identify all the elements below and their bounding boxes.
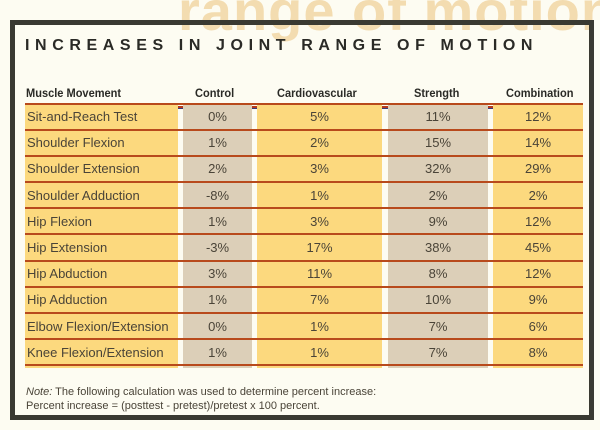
column-bg-label <box>25 104 178 368</box>
header-strength: Strength <box>414 86 460 100</box>
cell-control: 2% <box>208 161 227 177</box>
table-row: Shoulder Adduction -8% 1% 2% 2% <box>25 183 583 209</box>
cell-cardiovascular: 3% <box>310 161 329 177</box>
footnote: Note: The following calculation was used… <box>26 385 376 413</box>
table-row: Hip Extension -3% 17% 38% 45% <box>25 235 583 261</box>
cell-label: Shoulder Extension <box>27 161 140 177</box>
cell-combination: 45% <box>524 240 552 255</box>
table-row: Hip Adduction 1% 7% 10% 9% <box>25 287 583 313</box>
cell-combination: 6% <box>528 318 548 334</box>
cell-control: 0% <box>208 318 227 334</box>
cell-label: Hip Abduction <box>27 266 108 282</box>
table-row: Hip Abduction 3% 11% 8% 12% <box>25 261 583 287</box>
row-rule <box>25 233 583 236</box>
cell-strength: 7% <box>428 344 448 360</box>
row-rule <box>25 364 583 367</box>
cell-cardiovascular: 11% <box>306 266 333 282</box>
cell-combination: 29% <box>524 161 552 177</box>
cell-cardiovascular: 17% <box>306 240 333 255</box>
table-row: Knee Flexion/Extension 1% 1% 7% 8% <box>25 340 583 366</box>
cell-control: 1% <box>208 292 227 308</box>
row-rule <box>25 259 583 262</box>
table-row: Sit-and-Reach Test 0% 5% 11% 12% <box>25 104 583 130</box>
table-row: Elbow Flexion/Extension 0% 1% 7% 6% <box>25 314 583 340</box>
column-bg-control <box>183 104 252 368</box>
note-label: Note: <box>26 386 53 398</box>
cell-control: 1% <box>208 135 227 151</box>
row-rule <box>25 207 583 210</box>
row-rule <box>25 285 583 288</box>
cell-control: 0% <box>208 109 227 124</box>
header-cardiovascular: Cardiovascular <box>277 86 357 100</box>
table-frame <box>10 20 594 420</box>
note-line2: Percent increase = (posttest - pretest)/… <box>26 400 320 412</box>
cell-control: 1% <box>208 344 227 360</box>
row-rule <box>25 128 583 131</box>
cell-strength: 2% <box>428 187 448 203</box>
cell-cardiovascular: 7% <box>310 292 329 308</box>
cell-cardiovascular: 5% <box>310 109 329 124</box>
cell-label: Shoulder Adduction <box>27 187 140 203</box>
cell-control: 1% <box>208 213 227 229</box>
note-line1: The following calculation was used to de… <box>52 386 377 398</box>
row-rule <box>25 103 583 105</box>
cell-strength: 10% <box>424 292 452 308</box>
cell-combination: 12% <box>524 266 552 282</box>
cell-control: -8% <box>205 187 230 203</box>
header-control: Control <box>195 86 235 100</box>
cell-cardiovascular: 1% <box>310 344 329 360</box>
cell-combination: 2% <box>528 187 548 203</box>
row-rule <box>25 311 583 314</box>
row-rule <box>25 154 583 157</box>
cell-strength: 15% <box>424 135 452 151</box>
cell-label: Hip Adduction <box>27 292 108 308</box>
cell-strength: 38% <box>424 240 452 255</box>
cell-combination: 14% <box>524 135 552 151</box>
cell-cardiovascular: 1% <box>310 318 329 334</box>
table-row: Hip Flexion 1% 3% 9% 12% <box>25 209 583 235</box>
cell-cardiovascular: 1% <box>310 187 329 203</box>
cell-label: Sit-and-Reach Test <box>27 109 138 124</box>
cell-control: -3% <box>205 240 230 255</box>
cell-label: Elbow Flexion/Extension <box>27 318 169 334</box>
row-rule <box>25 180 583 183</box>
cell-cardiovascular: 2% <box>310 135 329 151</box>
cell-label: Hip Flexion <box>27 213 93 229</box>
cell-strength: 9% <box>428 213 448 229</box>
column-bg-combination <box>493 104 583 368</box>
cell-control: 3% <box>208 266 227 282</box>
cell-strength: 32% <box>424 161 452 177</box>
cell-strength: 8% <box>428 266 448 282</box>
cell-combination: 12% <box>524 109 552 124</box>
cell-strength: 7% <box>428 318 448 334</box>
table-title: INCREASES IN JOINT RANGE OF MOTION <box>25 37 539 54</box>
table-row: Shoulder Flexion 1% 2% 15% 14% <box>25 130 583 156</box>
header-muscle-movement: Muscle Movement <box>26 86 122 100</box>
cell-label: Knee Flexion/Extension <box>27 344 164 360</box>
cell-cardiovascular: 3% <box>310 213 329 229</box>
cell-combination: 8% <box>528 344 548 360</box>
cell-label: Shoulder Flexion <box>27 135 125 151</box>
column-bg-strength <box>388 104 488 368</box>
table-row: Shoulder Extension 2% 3% 32% 29% <box>25 156 583 182</box>
cell-combination: 12% <box>524 213 552 229</box>
cell-combination: 9% <box>528 292 548 308</box>
column-bg-cardio <box>257 104 382 368</box>
cell-strength: 11% <box>425 109 451 124</box>
header-combination: Combination <box>506 86 574 100</box>
cell-label: Hip Extension <box>27 240 108 255</box>
row-rule <box>25 338 583 341</box>
